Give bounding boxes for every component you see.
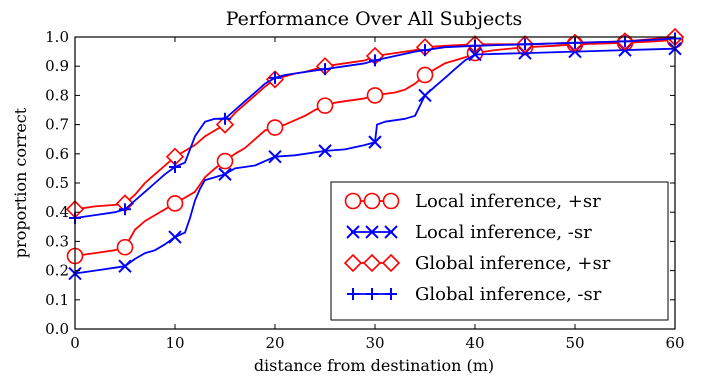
legend-marker (384, 225, 398, 239)
legend-marker (365, 225, 379, 239)
y-tick-label: 1.0 (45, 28, 69, 46)
legend-entry: Local inference, -sr (346, 222, 592, 243)
series-2 (68, 41, 682, 281)
y-tick-label: 0.4 (45, 203, 69, 221)
y-tick-label: 0.3 (45, 232, 69, 250)
x-tick-label: 30 (365, 334, 384, 352)
data-point (269, 71, 281, 84)
data-point (419, 44, 431, 57)
x-tick-label: 40 (465, 334, 484, 352)
x-tick-label: 0 (70, 334, 80, 352)
chart-title: Performance Over All Subjects (226, 8, 523, 30)
data-point (268, 150, 282, 164)
series-line (74, 47, 676, 275)
y-tick-label: 0.2 (45, 262, 69, 280)
data-point (119, 203, 131, 216)
x-tick-label: 50 (565, 334, 584, 352)
x-tick-label: 10 (165, 334, 184, 352)
x-tick-label: 60 (665, 334, 684, 352)
data-point (519, 38, 531, 51)
x-axis-label: distance from destination (m) (254, 356, 494, 375)
legend-marker (344, 192, 362, 210)
data-point (216, 152, 234, 170)
data-point (369, 54, 381, 67)
y-tick-label: 0.5 (45, 174, 69, 192)
plot-area: 0 10 20 30 40 50 60 0.0 0.1 0.2 0.3 0.4 0.5 0.6 0.7 0.8… (45, 27, 685, 352)
legend-marker (363, 192, 381, 210)
legend-marker (381, 253, 401, 273)
y-tick-label: 0.0 (45, 320, 69, 338)
legend-label: Local inference, -sr (415, 222, 592, 243)
legend-marker (382, 192, 400, 210)
series-line (74, 37, 676, 219)
legend-marker (346, 225, 360, 239)
data-point (319, 63, 331, 76)
data-point (416, 66, 434, 84)
data-point (418, 88, 432, 103)
legend: Local inference, +sr Local inference, -sr… (330, 181, 669, 321)
data-point (169, 160, 181, 173)
y-tick-label: 0.6 (45, 145, 69, 163)
legend-marker (347, 288, 359, 300)
y-tick-label: 0.1 (45, 291, 69, 309)
data-point (368, 135, 382, 149)
data-point (266, 119, 284, 136)
legend-entry: Global inference, +sr (343, 253, 611, 274)
legend-marker (385, 288, 397, 300)
data-point (118, 259, 132, 273)
data-point (166, 195, 184, 212)
legend-marker (362, 253, 382, 273)
data-point (219, 112, 231, 125)
data-point (168, 230, 182, 244)
legend-marker (366, 288, 378, 300)
legend-marker (343, 253, 363, 273)
y-tick-label: 0.9 (45, 57, 69, 75)
legend-entry: Global inference, -sr (347, 284, 602, 305)
x-tick-label: 20 (265, 334, 284, 352)
data-point (116, 238, 134, 256)
legend-entry: Local inference, +sr (344, 191, 601, 212)
series-line (74, 39, 676, 257)
legend-label: Local inference, +sr (415, 191, 601, 212)
legend-label: Global inference, -sr (415, 284, 602, 305)
data-point (318, 144, 332, 158)
legend-label: Global inference, +sr (415, 253, 611, 274)
data-point (366, 87, 384, 104)
data-point (468, 47, 482, 62)
y-tick-label: 0.7 (45, 116, 69, 134)
data-point (218, 167, 232, 181)
y-tick-label: 0.8 (45, 86, 69, 104)
data-point (316, 97, 334, 114)
y-axis-label: proportion correct (11, 107, 30, 258)
